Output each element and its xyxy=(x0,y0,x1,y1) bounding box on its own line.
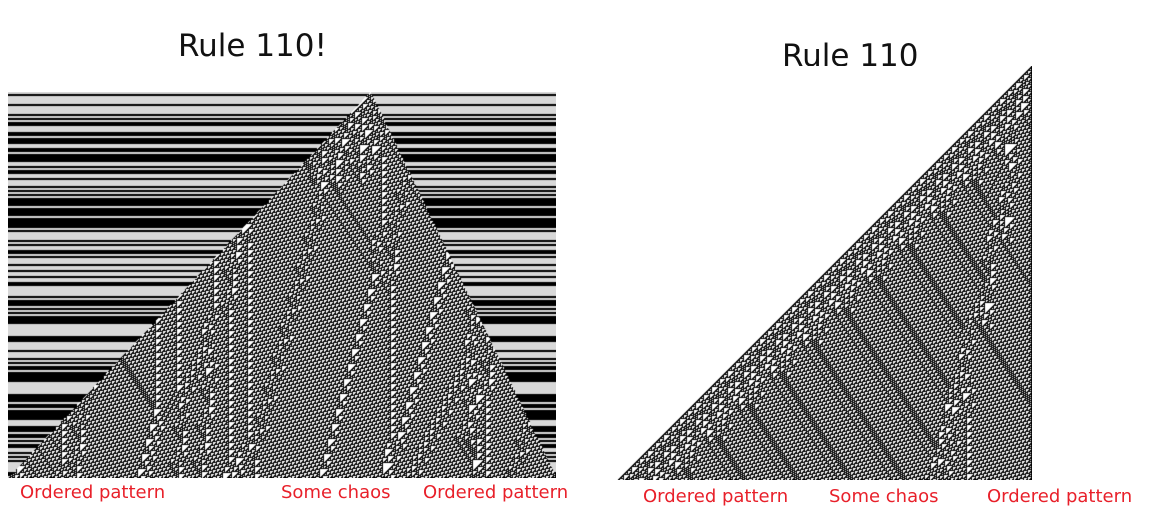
left-caption-some-chaos: Some chaos xyxy=(281,482,391,503)
left-caption-ordered-pattern-2: Ordered pattern xyxy=(423,482,569,503)
right-caption-ordered-pattern-1: Ordered pattern xyxy=(643,486,789,507)
right-caption-ordered-pattern-2: Ordered pattern xyxy=(987,486,1133,507)
right-cellular-automaton-image xyxy=(617,66,1032,480)
left-cellular-automaton-image xyxy=(8,92,556,478)
left-caption-ordered-pattern-1: Ordered pattern xyxy=(20,482,166,503)
left-figure-title: Rule 110! xyxy=(178,28,327,64)
right-caption-some-chaos: Some chaos xyxy=(829,486,939,507)
